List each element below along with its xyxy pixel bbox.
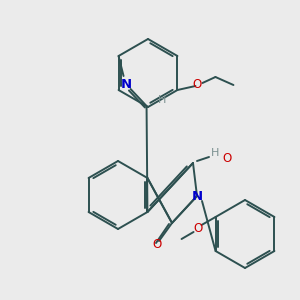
Text: O: O	[193, 223, 202, 236]
Text: N: N	[191, 190, 203, 202]
Text: N: N	[121, 77, 132, 91]
Text: O: O	[193, 79, 202, 92]
Text: H: H	[211, 148, 219, 158]
Text: O: O	[152, 238, 162, 251]
Text: H: H	[158, 95, 167, 105]
Text: O: O	[222, 152, 232, 164]
